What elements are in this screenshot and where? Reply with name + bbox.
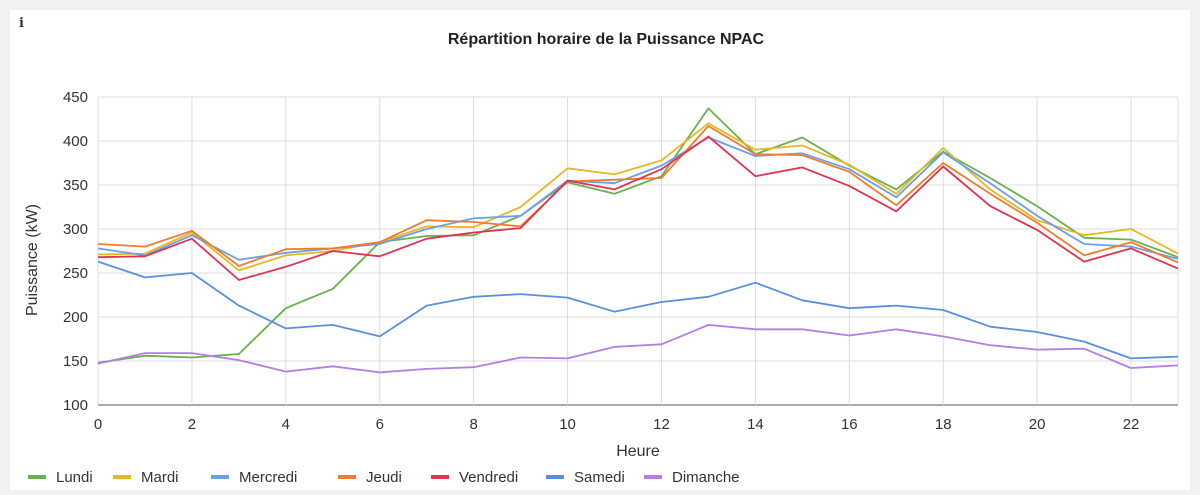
x-tick-label: 22 (1123, 416, 1140, 433)
series-line-samedi (97, 260, 1179, 360)
y-tick-label: 350 (63, 177, 88, 194)
y-tick-label: 100 (63, 397, 88, 414)
series-line-dimanche (97, 323, 1179, 374)
y-tick-label: 250 (63, 265, 88, 282)
chart-title: Répartition horaire de la Puissance NPAC (448, 31, 765, 48)
series-line-lundi (97, 107, 1179, 364)
x-tick-label: 4 (282, 416, 290, 433)
y-tick-label: 400 (63, 133, 88, 150)
series-group (97, 107, 1179, 374)
legend-label: Vendredi (459, 469, 518, 486)
series-line-mercredi (97, 136, 1179, 261)
x-tick-label: 8 (469, 416, 477, 433)
legend: Lundi Mardi Mercredi Jeudi Vendredi Samedi Dim… (28, 469, 740, 486)
y-tick-label: 300 (63, 221, 88, 238)
y-tick-label: 450 (63, 89, 88, 106)
info-icon[interactable]: i (19, 16, 24, 31)
y-axis-ticks: 100 150 200 250 300 350 400 450 (63, 89, 88, 414)
legend-label: Jeudi (366, 469, 402, 486)
grid (97, 96, 1179, 406)
y-tick-label: 150 (63, 353, 88, 370)
x-tick-label: 10 (559, 416, 576, 433)
legend-item-mercredi[interactable]: Mercredi (211, 469, 297, 486)
series-line-vendredi (97, 135, 1179, 281)
legend-label: Samedi (574, 469, 625, 486)
x-tick-label: 0 (94, 416, 102, 433)
x-tick-label: 2 (188, 416, 196, 433)
legend-label: Mercredi (239, 469, 297, 486)
x-tick-label: 16 (841, 416, 858, 433)
line-chart: Répartition horaire de la Puissance NPAC… (24, 31, 1179, 486)
y-axis-title: Puissance (kW) (24, 204, 41, 316)
x-tick-label: 6 (376, 416, 384, 433)
x-tick-label: 20 (1029, 416, 1046, 433)
legend-item-dimanche[interactable]: Dimanche (644, 469, 740, 486)
series-line-mardi (97, 122, 1179, 272)
x-tick-label: 12 (653, 416, 670, 433)
legend-item-samedi[interactable]: Samedi (546, 469, 625, 486)
series-line-jeudi (97, 125, 1179, 267)
legend-label: Lundi (56, 469, 93, 486)
x-axis-ticks: 0 2 4 6 8 10 12 14 16 18 20 22 (94, 416, 1140, 433)
x-axis-title: Heure (616, 443, 660, 460)
x-tick-label: 18 (935, 416, 952, 433)
x-tick-label: 14 (747, 416, 764, 433)
legend-item-lundi[interactable]: Lundi (28, 469, 93, 486)
legend-label: Mardi (141, 469, 179, 486)
chart-card: i Répartition horaire de la Puissance NP… (10, 10, 1190, 490)
legend-item-vendredi[interactable]: Vendredi (431, 469, 518, 486)
y-tick-label: 200 (63, 309, 88, 326)
legend-label: Dimanche (672, 469, 740, 486)
legend-item-jeudi[interactable]: Jeudi (338, 469, 402, 486)
legend-item-mardi[interactable]: Mardi (113, 469, 179, 486)
